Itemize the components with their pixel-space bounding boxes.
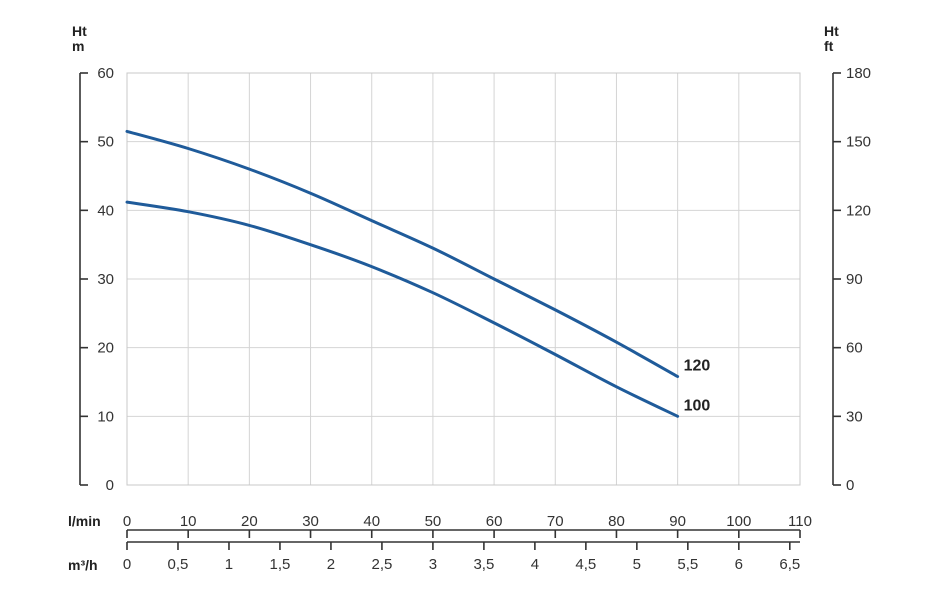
- x-m3h-tick-label: 3,5: [473, 556, 494, 573]
- x-m3h-tick-label: 6,5: [779, 556, 800, 573]
- x-m3h-tick-label: 6: [735, 556, 743, 573]
- y-left-tick-label: 60: [97, 65, 114, 82]
- x-m3h-label: m³/h: [68, 557, 98, 573]
- x-m3h-tick-label: 1: [225, 556, 233, 573]
- x-m3h-tick-label: 3: [429, 556, 437, 573]
- y-right-tick-label: 60: [846, 340, 863, 357]
- x-lmin-tick-label: 50: [425, 513, 442, 530]
- y-left-tick-label: 0: [106, 477, 114, 494]
- grid: [127, 73, 800, 485]
- x-m3h-tick-label: 2,5: [371, 556, 392, 573]
- series-label-120: 120: [684, 358, 711, 375]
- y-left-tick-label: 10: [97, 408, 114, 425]
- x-lmin-tick-label: 40: [363, 513, 380, 530]
- x-lmin-tick-label: 30: [302, 513, 319, 530]
- x-m3h-tick-label: 4,5: [575, 556, 596, 573]
- x-lmin-label: l/min: [68, 513, 101, 529]
- y-right-label-unit: ft: [824, 38, 834, 54]
- x-lmin-tick-label: 110: [788, 513, 812, 530]
- x-lmin-tick-label: 20: [241, 513, 258, 530]
- y-right-tick-label: 120: [846, 202, 871, 219]
- x-lmin-tick-label: 60: [486, 513, 503, 530]
- x-lmin-tick-label: 90: [669, 513, 686, 530]
- y-left-tick-label: 40: [97, 202, 114, 219]
- x-m3h-tick-label: 4: [531, 556, 539, 573]
- x-m3h-tick-label: 2: [327, 556, 335, 573]
- series-line-120: [125, 129, 680, 378]
- x-lmin-tick-label: 80: [608, 513, 625, 530]
- y-right-tick-label: 90: [846, 271, 863, 288]
- y-right-tick-label: 30: [846, 408, 863, 425]
- x-m3h-tick-label: 1,5: [270, 556, 291, 573]
- plot-frame: [126, 72, 801, 486]
- y-right-tick-label: 180: [846, 65, 871, 82]
- y-right-tick-label: 150: [846, 134, 871, 151]
- y-left-label-unit: m: [72, 38, 84, 54]
- series-line-100: [125, 200, 680, 418]
- x-lmin-tick-label: 70: [547, 513, 564, 530]
- x-m3h-tick-label: 5,5: [677, 556, 698, 573]
- series-label-100: 100: [684, 397, 711, 414]
- y-left-tick-label: 20: [97, 340, 114, 357]
- y-right-tick-label: 0: [846, 477, 854, 494]
- y-right-label-top: Ht: [824, 23, 839, 39]
- x-m3h-tick-label: 5: [633, 556, 641, 573]
- y-left-label-top: Ht: [72, 23, 87, 39]
- y-left-tick-label: 30: [97, 271, 114, 288]
- x-lmin-tick-label: 10: [180, 513, 197, 530]
- x-m3h-tick-label: 0: [123, 556, 131, 573]
- series-group: 120 100: [125, 129, 711, 418]
- x-m3h-tick-label: 0,5: [168, 556, 189, 573]
- x-lmin-tick-label: 0: [123, 513, 131, 530]
- y-left-tick-label: 50: [97, 134, 114, 151]
- x-lmin-tick-label: 100: [726, 513, 751, 530]
